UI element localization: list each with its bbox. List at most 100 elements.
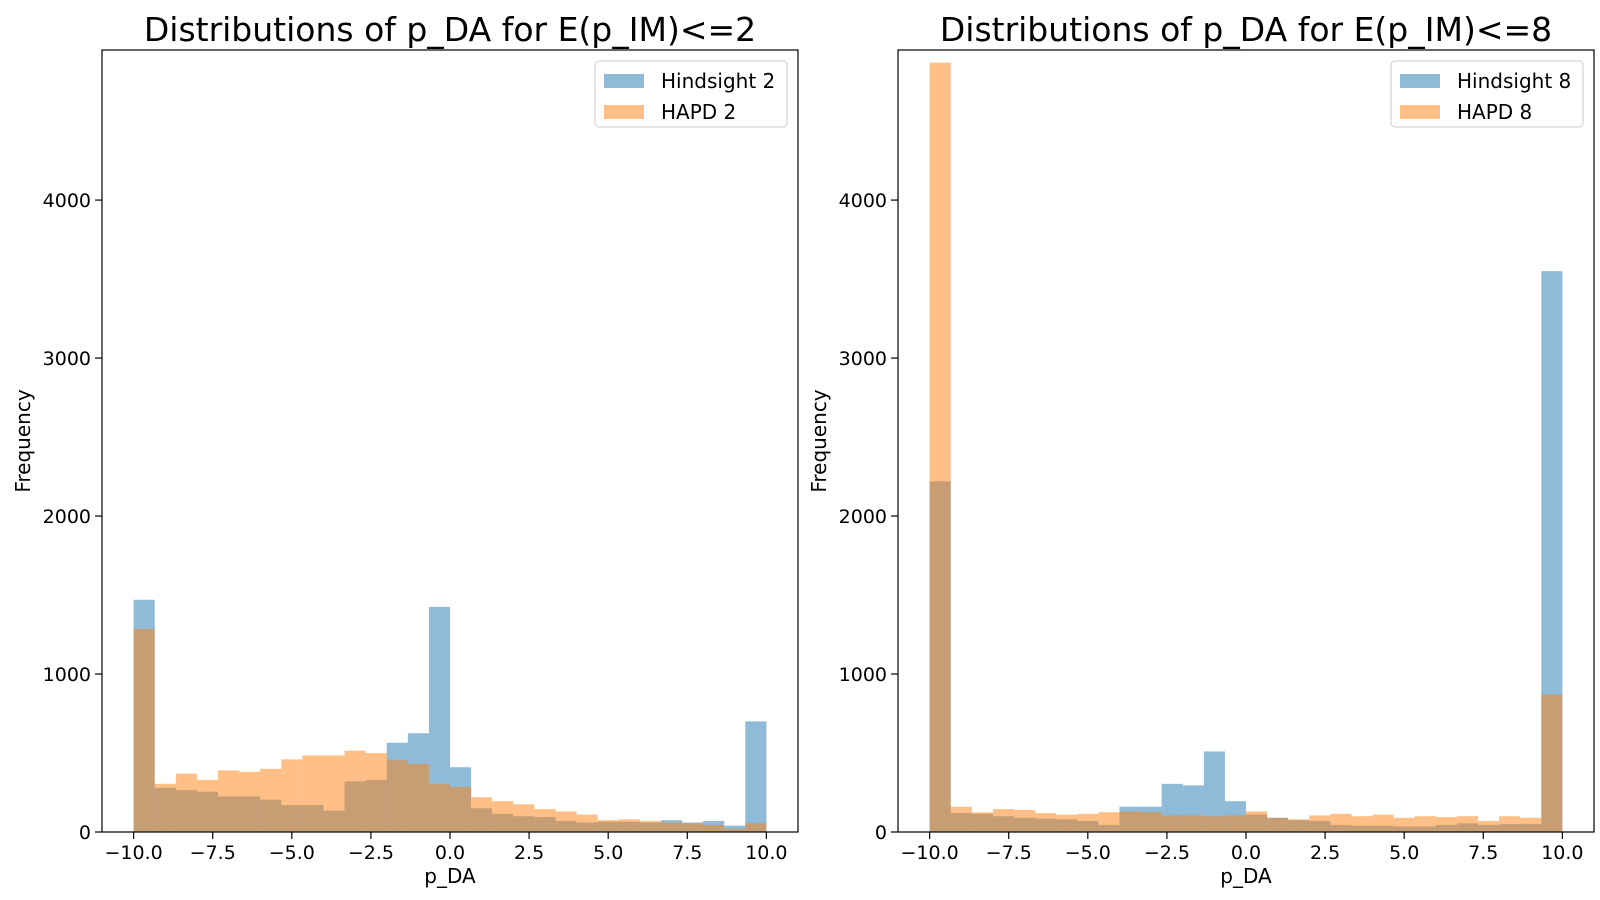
histogram-bar: [745, 823, 767, 832]
histogram-bar: [344, 750, 366, 832]
histogram-bar: [218, 770, 240, 832]
histogram-bar: [260, 768, 282, 832]
histogram-bar: [703, 824, 725, 832]
histogram-bar: [682, 823, 704, 832]
x-tick-label: −2.5: [1144, 842, 1190, 864]
chart-title: Distributions of p_DA for E(p_IM)<=8: [940, 10, 1552, 49]
histogram-bar: [1119, 811, 1141, 832]
y-tick-label: 2000: [43, 506, 91, 528]
histogram-bar: [1203, 751, 1225, 832]
series-hapd: [133, 628, 767, 832]
histogram-bar: [1224, 815, 1247, 832]
histogram-bar: [1056, 814, 1078, 832]
y-tick-label: 1000: [43, 664, 91, 686]
histogram-bar: [1372, 814, 1394, 832]
legend-swatch: [604, 74, 644, 88]
y-tick-label: 3000: [839, 348, 887, 370]
histogram-bar: [1161, 815, 1183, 832]
histogram-bar: [175, 773, 197, 832]
histogram-bar: [1203, 816, 1225, 832]
y-tick-label: 1000: [839, 664, 887, 686]
x-tick-label: 2.5: [1310, 842, 1340, 864]
series-hindsight: [929, 271, 1563, 832]
histogram-bar: [1140, 812, 1162, 832]
legend-label: Hindsight 8: [1457, 69, 1571, 93]
x-tick-label: 7.5: [1468, 842, 1498, 864]
x-tick-label: −7.5: [986, 842, 1032, 864]
histogram-bar: [576, 814, 598, 832]
legend-swatch: [1400, 105, 1440, 119]
histogram-panel-right: −10.0 −7.5 −5.0 −2.5 0.0 2.5 5.0 7.5 10.0 0 1000 20…: [807, 10, 1595, 888]
histogram-bar: [513, 804, 535, 832]
histogram-bar: [365, 753, 387, 832]
x-tick-label: 2.5: [514, 842, 544, 864]
histogram-bar: [281, 759, 303, 832]
series-hapd: [929, 62, 1563, 833]
histogram-bar: [428, 606, 451, 832]
histogram-bar: [1435, 816, 1457, 832]
x-tick-label: 10.0: [745, 842, 787, 864]
histogram-bar: [1456, 816, 1479, 832]
histogram-bar: [1478, 820, 1500, 832]
x-tick-label: 0.0: [1231, 842, 1261, 864]
axes-frame: [897, 49, 1595, 833]
histogram-bar: [1393, 817, 1415, 832]
histogram-bar: [323, 755, 345, 832]
histogram-bar: [745, 721, 767, 832]
histogram-panel-left: −10.0 −7.5 −5.0 −2.5 0.0 2.5 5.0 7.5 10.0 0 1000 20…: [11, 10, 799, 888]
y-axis-label: Frequency: [11, 389, 35, 492]
histogram-bar: [618, 819, 640, 832]
histogram-bar: [971, 812, 993, 832]
legend: Hindsight 2 HAPD 2: [594, 60, 788, 128]
histogram-bar: [1014, 809, 1036, 832]
histogram-bar: [1414, 816, 1436, 832]
legend-label: HAPD 2: [661, 100, 736, 124]
histogram-bar: [196, 779, 219, 832]
histogram-bar: [1098, 812, 1120, 832]
histogram-bar: [1309, 815, 1331, 832]
histogram-bar: [239, 771, 261, 832]
y-tick-label: 4000: [43, 190, 91, 212]
histogram-bar: [1330, 813, 1352, 832]
x-tick-label: 5.0: [1389, 842, 1419, 864]
legend-label: HAPD 8: [1457, 100, 1532, 124]
legend-swatch: [604, 105, 644, 119]
histogram-bar: [1499, 816, 1521, 832]
y-tick-label: 4000: [839, 190, 887, 212]
histogram-bar: [1520, 817, 1542, 832]
histogram-bar: [1035, 813, 1057, 832]
x-tick-label: −5.0: [1065, 842, 1111, 864]
y-axis-label: Frequency: [807, 389, 831, 492]
x-tick-label: −10.0: [901, 842, 959, 864]
histogram-bar: [660, 822, 683, 832]
x-axis-label: p_DA: [1220, 864, 1272, 888]
y-tick-label: 2000: [839, 506, 887, 528]
histogram-bar: [1246, 811, 1268, 832]
y-tick-label: 0: [79, 822, 91, 844]
histogram-bar: [471, 797, 493, 832]
x-axis-label: p_DA: [424, 864, 476, 888]
histogram-bar: [428, 783, 451, 832]
x-tick-label: −10.0: [105, 842, 163, 864]
legend: Hindsight 8 HAPD 8: [1390, 60, 1584, 128]
histogram-bar: [1541, 694, 1563, 832]
x-tick-label: −7.5: [190, 842, 236, 864]
x-tick-label: 0.0: [435, 842, 465, 864]
x-tick-label: −2.5: [348, 842, 394, 864]
histogram-bar: [597, 820, 619, 832]
chart-title: Distributions of p_DA for E(p_IM)<=2: [144, 10, 756, 49]
legend-label: Hindsight 2: [661, 69, 775, 93]
histogram-bar: [1267, 817, 1289, 832]
x-tick-label: 7.5: [672, 842, 702, 864]
histogram-bar: [302, 755, 324, 832]
histogram-bar: [1288, 819, 1310, 832]
histogram-bar: [407, 764, 429, 832]
histogram-bar: [1182, 815, 1204, 832]
histogram-bar: [950, 806, 972, 832]
histogram-bar: [154, 783, 176, 832]
histogram-bar: [450, 786, 472, 832]
x-tick-label: 10.0: [1541, 842, 1583, 864]
histogram-bar: [639, 820, 661, 832]
histogram-bar: [992, 809, 1015, 832]
